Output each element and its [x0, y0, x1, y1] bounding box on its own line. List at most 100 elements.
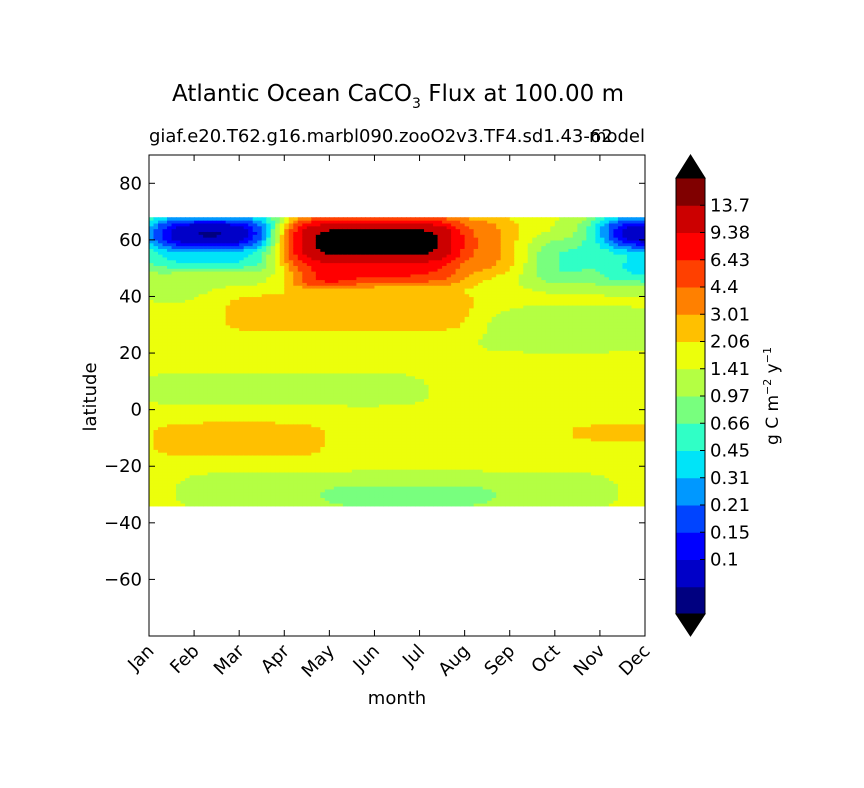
contour-cell: [203, 336, 209, 340]
contour-cell: [257, 293, 263, 298]
contour-cell: [149, 437, 155, 442]
contour-cell: [230, 296, 236, 300]
contour-cell: [288, 245, 294, 249]
contour-cell: [356, 271, 362, 275]
contour-cell: [194, 381, 200, 385]
contour-cell: [234, 503, 240, 507]
contour-cell: [162, 321, 168, 326]
contour-cell: [284, 341, 290, 346]
contour-cell: [167, 426, 173, 431]
contour-cell: [189, 497, 195, 501]
contour-cell: [320, 446, 326, 450]
contour-cell: [162, 248, 168, 252]
contour-cell: [351, 347, 358, 351]
contour-cell: [302, 237, 308, 241]
contour-cell: [207, 350, 213, 354]
contour-cell: [356, 336, 362, 340]
contour-cell: [194, 503, 200, 507]
contour-cell: [279, 228, 285, 232]
contour-cell: [153, 324, 159, 329]
contour-cell: [356, 415, 362, 419]
contour-cell: [153, 222, 159, 227]
contour-cell: [320, 341, 326, 346]
contour-cell: [257, 503, 263, 507]
contour-cell: [225, 302, 231, 306]
contour-cell: [306, 370, 312, 374]
contour-cell: [342, 474, 348, 479]
contour-cell: [158, 237, 164, 241]
contour-cell: [221, 287, 227, 292]
contour-cell: [275, 222, 281, 227]
contour-cell: [149, 319, 155, 323]
contour-cell: [351, 452, 358, 456]
contour-cell: [239, 268, 245, 272]
contour-cell: [203, 463, 209, 467]
contour-cell: [198, 251, 204, 255]
contour-cell: [351, 319, 358, 323]
contour-cell: [149, 381, 155, 385]
contour-cell: [176, 279, 182, 283]
contour-cell: [248, 497, 254, 501]
contour-cell: [239, 285, 245, 289]
contour-cell: [162, 469, 168, 473]
contour-cell: [198, 372, 204, 377]
contour-cell: [311, 279, 317, 283]
contour-cell: [207, 217, 213, 221]
contour-cell: [360, 350, 367, 354]
contour-cell: [338, 302, 344, 306]
contour-cell: [158, 415, 164, 419]
contour-cell: [333, 256, 339, 261]
contour-cell: [311, 392, 317, 397]
contour-cell: [338, 313, 344, 317]
contour-cell: [302, 449, 308, 453]
contour-cell: [329, 276, 335, 281]
contour-cell: [225, 259, 231, 264]
contour-cell: [351, 469, 358, 473]
contour-cell: [216, 276, 222, 281]
contour-cell: [185, 358, 191, 363]
contour-cell: [216, 262, 222, 266]
contour-cell: [176, 234, 182, 238]
contour-cell: [324, 358, 330, 363]
contour-cell: [293, 463, 299, 467]
contour-cell: [207, 384, 213, 388]
contour-cell: [162, 225, 168, 230]
contour-cell: [230, 251, 236, 255]
contour-cell: [230, 415, 236, 419]
contour-cell: [333, 389, 339, 394]
contour-cell: [356, 245, 362, 249]
contour-cell: [360, 285, 367, 289]
contour-cell: [293, 355, 299, 360]
contour-cell: [149, 228, 155, 232]
contour-cell: [234, 443, 240, 448]
contour-cell: [342, 321, 348, 326]
contour-cell: [203, 225, 209, 230]
contour-cell: [342, 494, 348, 498]
contour-cell: [356, 259, 362, 264]
contour-cell: [320, 454, 326, 459]
contour-cell: [171, 437, 177, 442]
contour-cell: [360, 336, 367, 340]
contour-cell: [153, 491, 159, 496]
contour-cell: [257, 418, 263, 422]
contour-cell: [176, 457, 182, 462]
contour-cell: [212, 409, 218, 414]
contour-cell: [212, 361, 218, 365]
contour-cell: [342, 437, 348, 442]
contour-cell: [203, 395, 209, 399]
contour-cell: [266, 256, 272, 261]
contour-cell: [279, 358, 285, 363]
contour-cell: [333, 469, 339, 473]
contour-cell: [248, 474, 254, 479]
contour-cell: [252, 418, 258, 422]
contour-cell: [171, 418, 177, 422]
contour-cell: [297, 364, 303, 368]
contour-cell: [194, 409, 200, 414]
contour-cell: [203, 454, 209, 459]
contour-cell: [360, 358, 367, 363]
contour-cell: [158, 375, 164, 380]
contour-cell: [203, 245, 209, 249]
contour-cell: [248, 262, 254, 266]
contour-cell: [207, 466, 213, 470]
contour-cell: [365, 452, 371, 456]
